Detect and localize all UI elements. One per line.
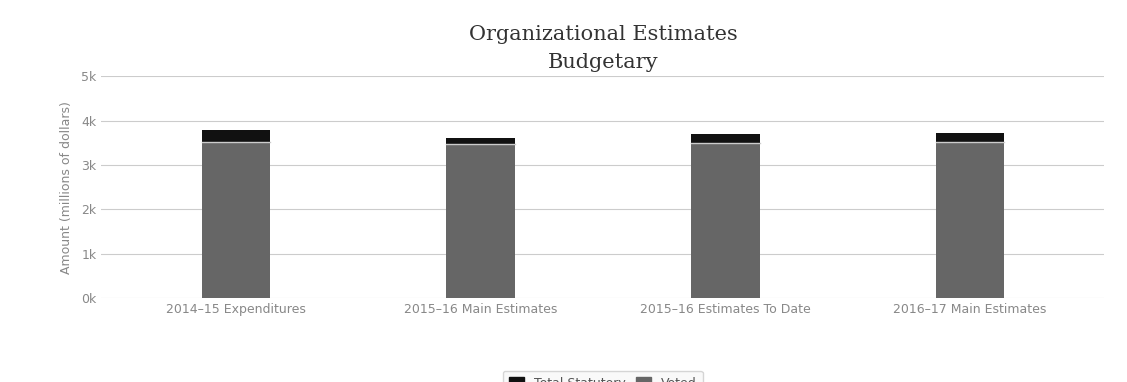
Bar (691, 134, 760, 143)
Title: Organizational Estimates
Budgetary: Organizational Estimates Budgetary (469, 25, 737, 72)
Bar (446, 138, 515, 144)
Bar (202, 130, 270, 142)
Bar (935, 133, 1004, 142)
Bar (691, 143, 760, 298)
Bar (446, 144, 515, 298)
Legend: Total Statutory, Voted: Total Statutory, Voted (503, 371, 703, 382)
Bar (935, 142, 1004, 298)
Y-axis label: Amount (millions of dollars): Amount (millions of dollars) (60, 101, 73, 274)
Bar (202, 142, 270, 298)
